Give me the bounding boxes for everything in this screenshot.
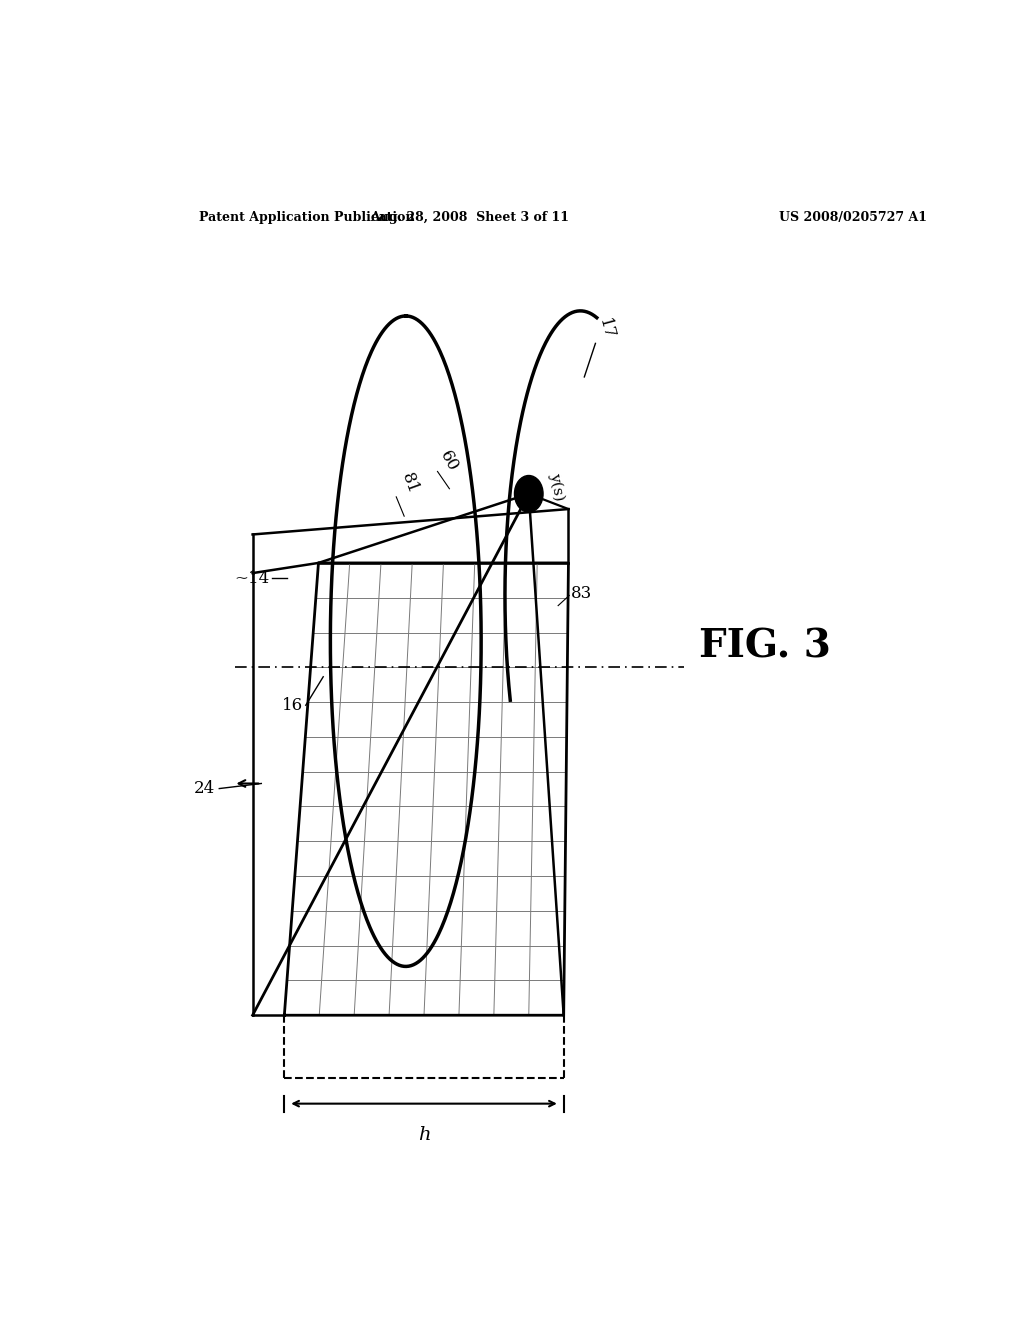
Text: 60: 60 [436,447,461,475]
Text: ~14: ~14 [234,570,269,586]
Text: 24: 24 [194,780,215,797]
Text: 83: 83 [570,585,592,602]
Text: y(s): y(s) [547,471,566,502]
Circle shape [514,475,543,512]
Text: 17: 17 [595,317,616,342]
Text: 81: 81 [397,471,421,496]
Text: 16: 16 [282,697,303,714]
Text: h: h [418,1126,430,1144]
Text: Aug. 28, 2008  Sheet 3 of 11: Aug. 28, 2008 Sheet 3 of 11 [370,211,568,224]
Text: US 2008/0205727 A1: US 2008/0205727 A1 [778,211,927,224]
Text: FIG. 3: FIG. 3 [699,627,831,665]
Text: Patent Application Publication: Patent Application Publication [200,211,415,224]
